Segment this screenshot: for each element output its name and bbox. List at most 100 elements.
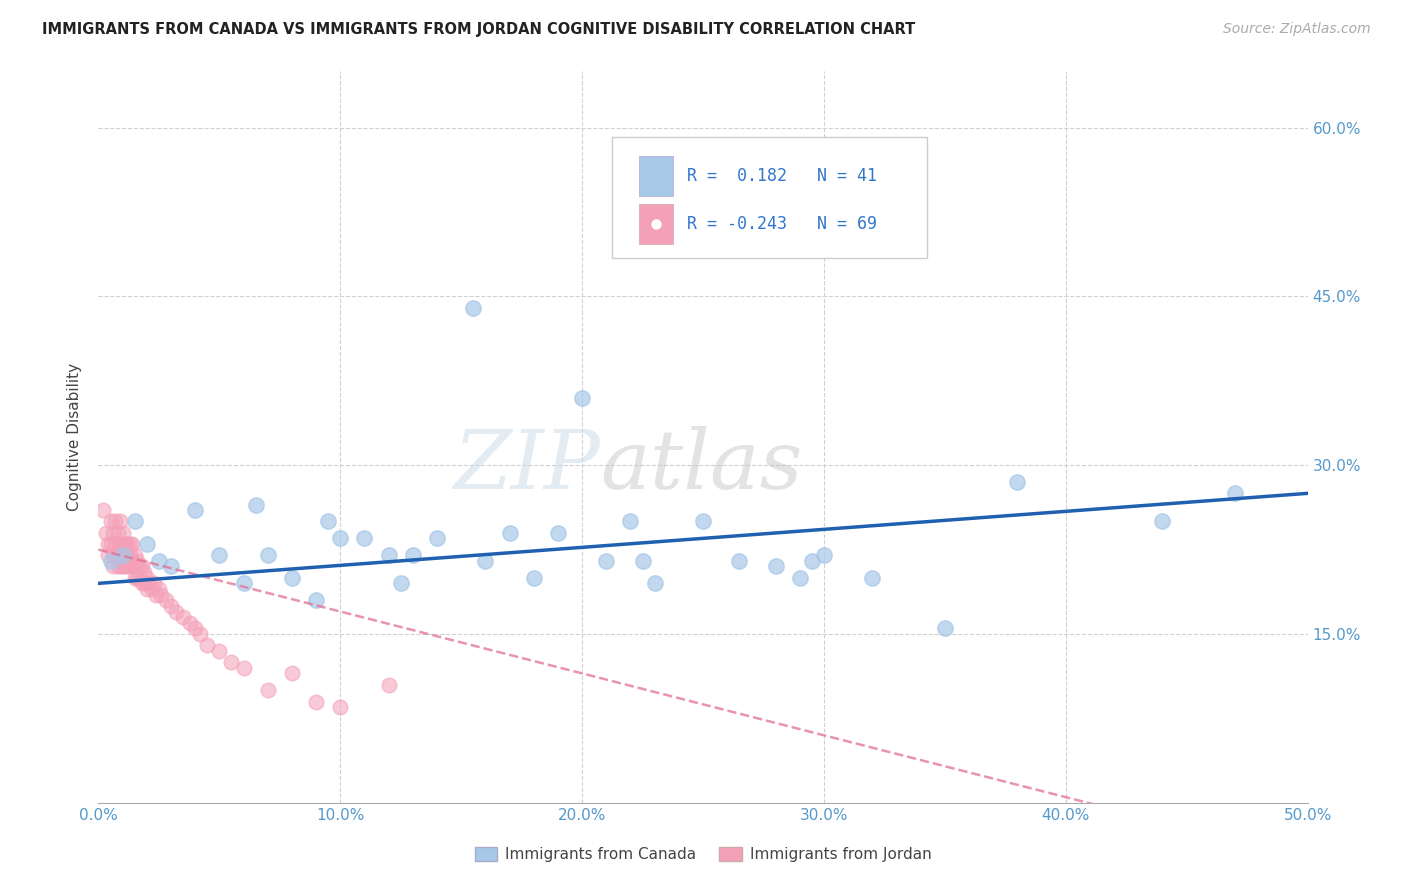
- Point: [692, 515, 714, 529]
- Point: [195, 638, 218, 652]
- Point: [523, 571, 546, 585]
- Point: [571, 391, 593, 405]
- Point: [111, 548, 134, 562]
- Point: [377, 678, 399, 692]
- Point: [813, 548, 835, 562]
- Point: [179, 615, 201, 630]
- Point: [172, 610, 194, 624]
- Point: [789, 571, 811, 585]
- Point: [160, 599, 183, 613]
- Point: [143, 576, 166, 591]
- Point: [121, 537, 143, 551]
- Point: [155, 593, 177, 607]
- FancyBboxPatch shape: [613, 137, 927, 258]
- Legend: Immigrants from Canada, Immigrants from Jordan: Immigrants from Canada, Immigrants from …: [468, 841, 938, 868]
- Point: [160, 559, 183, 574]
- Point: [108, 559, 131, 574]
- Point: [150, 588, 173, 602]
- Point: [474, 554, 496, 568]
- Text: R = -0.243   N = 69: R = -0.243 N = 69: [688, 215, 877, 233]
- Point: [463, 301, 485, 315]
- Point: [107, 548, 129, 562]
- Point: [644, 576, 666, 591]
- Text: ZIP: ZIP: [453, 426, 600, 507]
- Point: [94, 525, 117, 540]
- Point: [426, 532, 449, 546]
- FancyBboxPatch shape: [638, 204, 673, 244]
- Point: [208, 644, 231, 658]
- Point: [498, 525, 520, 540]
- Point: [547, 525, 569, 540]
- Point: [101, 559, 124, 574]
- Point: [619, 515, 641, 529]
- Point: [389, 576, 412, 591]
- Point: [111, 559, 134, 574]
- Point: [135, 537, 157, 551]
- Point: [104, 515, 127, 529]
- Point: [765, 559, 787, 574]
- Point: [114, 537, 136, 551]
- Point: [1152, 515, 1174, 529]
- Point: [114, 548, 136, 562]
- Point: [1007, 475, 1029, 489]
- Point: [221, 655, 243, 669]
- Point: [800, 554, 823, 568]
- Point: [145, 588, 167, 602]
- Point: [114, 559, 136, 574]
- Point: [631, 554, 654, 568]
- Point: [281, 666, 304, 681]
- Point: [111, 548, 134, 562]
- Point: [100, 537, 122, 551]
- Text: R =  0.182   N = 41: R = 0.182 N = 41: [688, 168, 877, 186]
- Point: [141, 582, 163, 596]
- Point: [108, 548, 131, 562]
- Point: [305, 694, 328, 708]
- Point: [128, 559, 150, 574]
- Point: [131, 576, 153, 591]
- Point: [595, 554, 617, 568]
- Point: [100, 515, 122, 529]
- Point: [127, 571, 149, 585]
- Point: [118, 559, 141, 574]
- Point: [118, 537, 141, 551]
- Point: [108, 515, 131, 529]
- Point: [402, 548, 425, 562]
- Point: [377, 548, 399, 562]
- Point: [934, 621, 956, 635]
- Point: [184, 503, 207, 517]
- Point: [1223, 486, 1246, 500]
- Point: [107, 559, 129, 574]
- Point: [256, 683, 278, 698]
- Point: [184, 621, 207, 635]
- Y-axis label: Cognitive Disability: Cognitive Disability: [67, 363, 83, 511]
- Point: [101, 548, 124, 562]
- Point: [121, 554, 143, 568]
- Point: [329, 700, 352, 714]
- Point: [135, 582, 157, 596]
- Point: [208, 548, 231, 562]
- Text: atlas: atlas: [600, 426, 803, 507]
- Point: [134, 576, 156, 591]
- Point: [124, 515, 146, 529]
- Point: [135, 571, 157, 585]
- Point: [728, 554, 751, 568]
- Point: [329, 532, 352, 546]
- Point: [165, 605, 187, 619]
- Point: [104, 537, 127, 551]
- Point: [100, 554, 122, 568]
- Point: [148, 582, 170, 596]
- Point: [111, 525, 134, 540]
- Point: [353, 532, 375, 546]
- Point: [107, 525, 129, 540]
- Point: [860, 571, 883, 585]
- Point: [281, 571, 304, 585]
- Point: [138, 576, 160, 591]
- Point: [148, 554, 170, 568]
- Point: [117, 548, 139, 562]
- Point: [117, 559, 139, 574]
- Point: [127, 554, 149, 568]
- Text: IMMIGRANTS FROM CANADA VS IMMIGRANTS FROM JORDAN COGNITIVE DISABILITY CORRELATIO: IMMIGRANTS FROM CANADA VS IMMIGRANTS FRO…: [42, 22, 915, 37]
- Point: [134, 565, 156, 579]
- Point: [232, 661, 254, 675]
- Point: [118, 548, 141, 562]
